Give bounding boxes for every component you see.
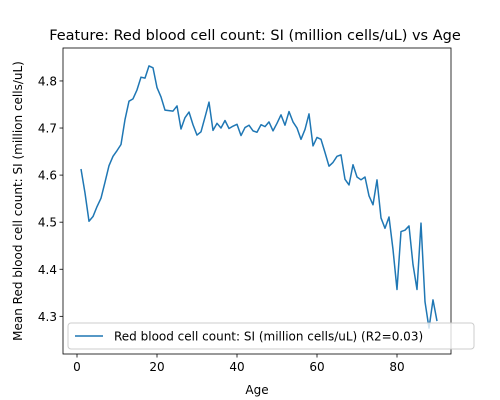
series-line xyxy=(80,65,438,329)
chart-title: Feature: Red blood cell count: SI (milli… xyxy=(49,28,461,44)
legend-label: Red blood cell count: SI (million cells/… xyxy=(114,330,423,344)
legend-box xyxy=(67,322,475,350)
x-tick-label: 40 xyxy=(229,360,244,374)
y-tick-label: 4.7 xyxy=(38,122,57,136)
x-tick-label: 0 xyxy=(73,360,81,374)
x-tick-label: 20 xyxy=(149,360,164,374)
x-tick-label: 60 xyxy=(309,360,324,374)
x-tick-label: 80 xyxy=(389,360,404,374)
y-tick-label: 4.4 xyxy=(38,263,57,277)
y-tick-label: 4.6 xyxy=(38,169,57,183)
y-axis-label: Mean Red blood cell count: SI (million c… xyxy=(11,61,25,341)
y-tick-label: 4.8 xyxy=(38,74,57,88)
y-tick-label: 4.3 xyxy=(38,310,57,324)
x-axis: 0 20 40 60 80 xyxy=(73,354,405,374)
legend: Red blood cell count: SI (million cells/… xyxy=(67,322,475,350)
x-axis-label: Age xyxy=(245,383,268,397)
y-tick-label: 4.5 xyxy=(38,216,57,230)
plot-frame xyxy=(62,47,452,355)
y-axis: 4.3 4.4 4.5 4.6 4.7 4.8 xyxy=(38,74,63,324)
